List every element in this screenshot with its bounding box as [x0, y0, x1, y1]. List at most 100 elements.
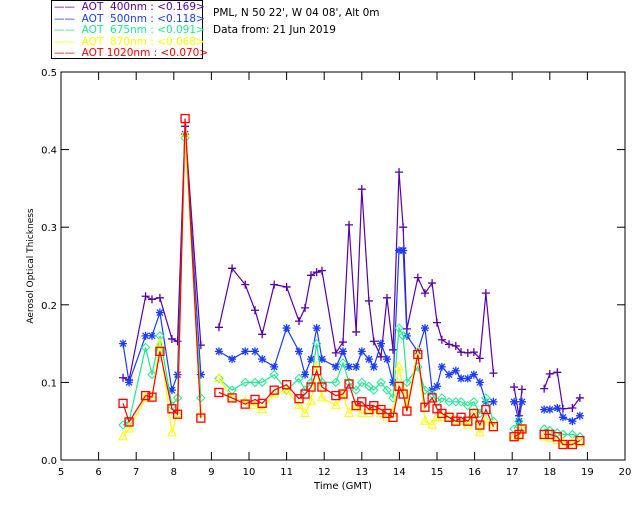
- data-point: [155, 337, 165, 348]
- y-tick-label: 0.1: [41, 378, 57, 389]
- data-point: [364, 381, 374, 391]
- data-point: [568, 417, 577, 426]
- data-point: [214, 373, 224, 384]
- data-point: [311, 338, 322, 349]
- data-point: [456, 397, 466, 407]
- data-point: [463, 400, 473, 411]
- data-point: [257, 398, 267, 409]
- data-point: [257, 377, 267, 388]
- data-point: [155, 346, 165, 357]
- data-point: [469, 408, 479, 419]
- data-point: [228, 355, 237, 364]
- data-point: [545, 405, 554, 414]
- data-point: [173, 370, 182, 379]
- data-point: [402, 406, 412, 416]
- data-point: [339, 338, 347, 347]
- data-point: [240, 399, 250, 409]
- data-point: [475, 378, 484, 387]
- x-tick-label: 19: [581, 467, 594, 478]
- data-point: [398, 389, 408, 399]
- data-point: [488, 421, 499, 432]
- x-tick-label: 5: [58, 467, 64, 478]
- x-tick-label: 11: [280, 467, 293, 478]
- data-point: [214, 323, 223, 332]
- data-point: [196, 413, 206, 423]
- data-point: [463, 418, 473, 429]
- data-point: [475, 426, 485, 437]
- station-label: PML, N 50 22', W 04 08', Alt 0m: [213, 7, 380, 19]
- data-point: [510, 397, 519, 406]
- data-point: [357, 377, 367, 388]
- data-point: [295, 317, 304, 326]
- data-point: [331, 390, 341, 401]
- data-point: [300, 389, 310, 399]
- data-point: [357, 397, 367, 407]
- data-point: [301, 370, 310, 379]
- x-tick-label: 14: [393, 467, 406, 478]
- data-point: [514, 429, 524, 440]
- data-point: [509, 432, 519, 442]
- data-point: [301, 303, 310, 312]
- data-point: [228, 264, 237, 273]
- data-point: [469, 407, 479, 417]
- data-point: [214, 347, 223, 356]
- data-point: [553, 368, 562, 377]
- data-point: [394, 323, 404, 333]
- data-point: [364, 296, 373, 305]
- data-point: [517, 424, 527, 434]
- data-point: [433, 318, 441, 327]
- data-point: [147, 369, 157, 380]
- data-point: [118, 430, 128, 441]
- data-point: [420, 402, 430, 412]
- x-tick-label: 20: [619, 467, 632, 478]
- y-axis-label: Aerosol Optical Thickness: [26, 208, 36, 324]
- data-point: [180, 113, 190, 124]
- data-point: [118, 420, 128, 430]
- x-tick-label: 7: [133, 467, 139, 478]
- legend-entry: —— AOT 675nm : <0.091>: [54, 24, 205, 37]
- data-point: [558, 439, 568, 450]
- data-point: [382, 385, 392, 395]
- x-tick-label: 16: [468, 467, 481, 478]
- data-point: [475, 408, 485, 419]
- data-point: [294, 399, 304, 410]
- data-point: [294, 373, 304, 384]
- data-point: [306, 382, 316, 392]
- data-point: [517, 385, 526, 394]
- data-point: [240, 377, 250, 388]
- data-point: [437, 335, 446, 344]
- data-point: [357, 185, 366, 194]
- data-point: [124, 417, 134, 427]
- data-point: [558, 404, 567, 413]
- series-0: [119, 122, 584, 420]
- data-point: [469, 348, 478, 357]
- data-point: [357, 347, 366, 356]
- data-point: [317, 355, 326, 364]
- data-point: [395, 246, 404, 255]
- data-point: [155, 308, 164, 317]
- data-point: [344, 377, 354, 388]
- data-point: [369, 385, 379, 395]
- data-point: [173, 337, 182, 346]
- data-point: [457, 374, 466, 383]
- data-point: [427, 393, 437, 403]
- x-tick-label: 12: [318, 467, 331, 478]
- data-point: [457, 348, 466, 357]
- data-point: [124, 416, 134, 426]
- data-point: [389, 378, 398, 387]
- data-point: [558, 413, 567, 422]
- data-point: [489, 369, 498, 378]
- data-point: [345, 220, 354, 229]
- data-point: [317, 266, 326, 275]
- data-point: [306, 395, 316, 406]
- data-point: [250, 377, 260, 388]
- data-point: [338, 389, 348, 399]
- data-point: [553, 404, 562, 413]
- y-tick-label: 0.3: [41, 223, 57, 234]
- data-point: [269, 369, 279, 380]
- series-line: [122, 118, 202, 424]
- data-point: [282, 324, 291, 333]
- data-point: [469, 370, 478, 379]
- data-point: [369, 403, 379, 414]
- data-point: [376, 352, 385, 361]
